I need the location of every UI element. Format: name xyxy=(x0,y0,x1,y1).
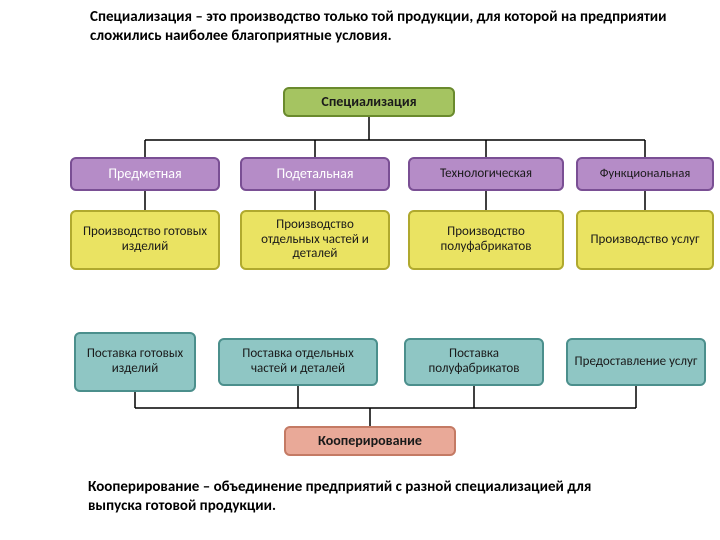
supply-uslug-box: Предоставление услуг xyxy=(566,338,706,386)
root-specialization-box: Специализация xyxy=(283,87,455,117)
category-funktsionalnaya-box: Функциональная xyxy=(576,157,714,191)
definition-cooperation: Кооперирование – объединение предприятий… xyxy=(88,478,648,516)
output-polufabrikatov-box: Производство полуфабрикатов xyxy=(408,210,564,270)
supply-polufabrikatov-box: Поставка полуфабрикатов xyxy=(404,338,544,386)
connectors-svg xyxy=(0,0,720,540)
category-podetalnaya-box: Подетальная xyxy=(240,157,390,191)
category-tehnologicheskaya-box: Технологическая xyxy=(408,157,564,191)
category-predmetnaya-box: Предметная xyxy=(70,157,220,191)
root-cooperation-box: Кооперирование xyxy=(284,426,456,456)
output-gotovyh-izdeliy-box: Производство готовых изделий xyxy=(70,210,220,270)
supply-chastey-detaley-box: Поставка отдельных частей и деталей xyxy=(218,338,378,386)
output-uslug-box: Производство услуг xyxy=(576,210,714,270)
supply-gotovyh-izdeliy-box: Поставка готовых изделий xyxy=(74,332,196,392)
output-chastey-detaley-box: Производство отдельных частей и деталей xyxy=(240,210,390,270)
definition-specialization: Специализация – это производство только … xyxy=(90,8,680,46)
